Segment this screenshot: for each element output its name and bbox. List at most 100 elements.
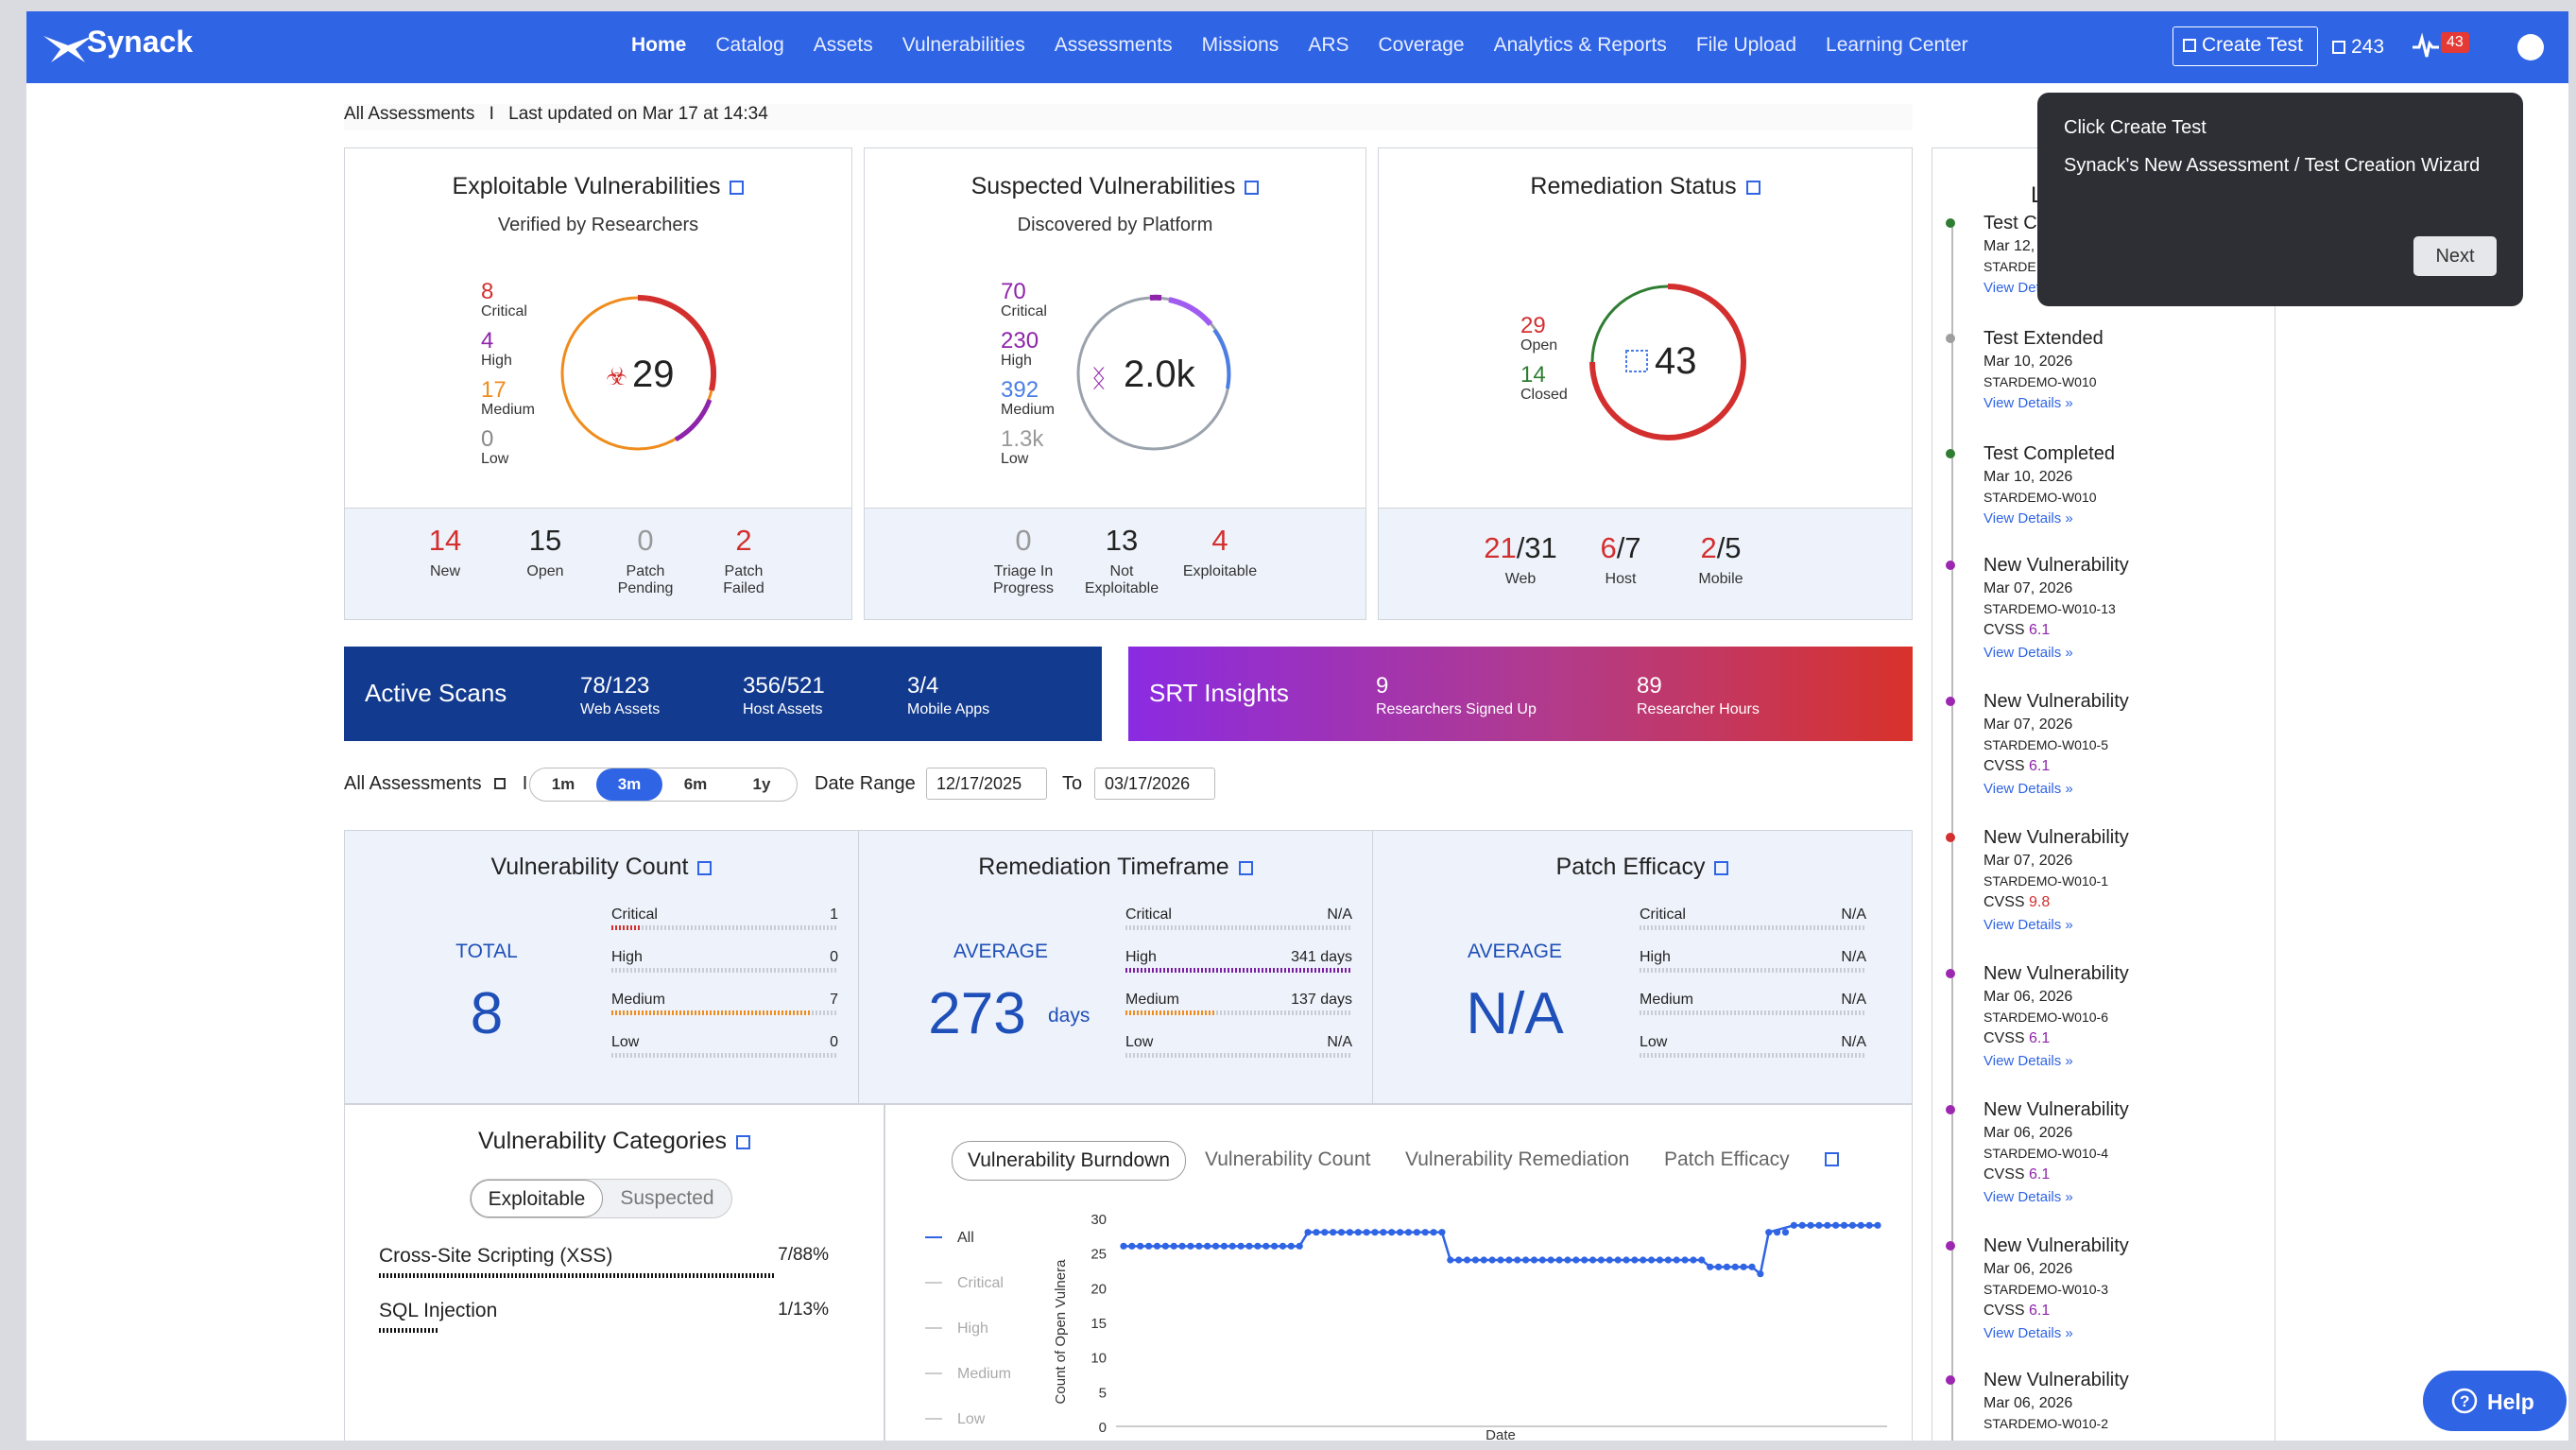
timeline-item[interactable]: Test C Mar 12, STARDE View Details » xyxy=(1946,213,2267,296)
filter-scope[interactable]: All Assessments xyxy=(344,773,482,794)
timeline-item[interactable]: New Vulnerability Mar 07, 2026 STARDEMO-W0… xyxy=(1946,691,2267,797)
data-point xyxy=(1455,1256,1463,1264)
legend-item: Critical xyxy=(957,1275,1004,1291)
nav-file-upload[interactable]: File Upload xyxy=(1695,34,1797,56)
nav-ars[interactable]: ARS xyxy=(1308,34,1349,56)
active-scans-banner[interactable]: Active Scans 78/123 Web Assets 356/521 H… xyxy=(344,647,1102,741)
timeline-item[interactable]: New Vulnerability Mar 06, 2026 STARDEMO-W0… xyxy=(1946,1099,2267,1205)
tab-suspected[interactable]: Suspected xyxy=(620,1187,714,1209)
date-to-input[interactable]: 03/17/2026 xyxy=(1094,768,1215,800)
stat-host[interactable]: 6/7 Host xyxy=(1573,531,1668,588)
cvss-label: CVSS xyxy=(1984,758,2025,774)
help-button[interactable]: ? Help xyxy=(2423,1371,2567,1431)
stat-open[interactable]: 15 Open xyxy=(498,524,592,580)
tab-burndown[interactable]: Vulnerability Burndown xyxy=(952,1141,1187,1181)
stat-patch-failed[interactable]: 2 Patch Failed xyxy=(696,524,791,596)
burndown-chart: 051015202530Dec 29Jan 21Feb 13Mar 8DateC… xyxy=(925,1212,1887,1441)
view-details-link[interactable]: View Details » xyxy=(1984,645,2073,661)
activity-pulse-icon[interactable] xyxy=(2412,32,2440,60)
user-avatar[interactable] xyxy=(2517,34,2544,60)
nav-assets[interactable]: Assets xyxy=(813,34,873,56)
timeline-item[interactable]: Test Completed Mar 10, 2026 STARDEMO-W010 V… xyxy=(1946,443,2267,526)
patch-caption: AVERAGE xyxy=(1468,941,1562,962)
view-details-link[interactable]: View Details » xyxy=(1984,1053,2073,1069)
nav-vulnerabilities[interactable]: Vulnerabilities xyxy=(902,34,1025,56)
brand-name[interactable]: Synack xyxy=(87,25,194,59)
scope-label[interactable]: All Assessments xyxy=(344,104,475,124)
category-row[interactable]: SQL Injection 1/13% xyxy=(379,1300,829,1333)
info-square-icon[interactable] xyxy=(736,1135,751,1149)
bar-label: Critical xyxy=(611,906,658,923)
tab-vuln-count[interactable]: Vulnerability Count xyxy=(1205,1148,1371,1170)
synack-logo-icon[interactable] xyxy=(40,28,96,70)
range-1y[interactable]: 1y xyxy=(752,775,771,793)
stat-mobile[interactable]: 2/5 Mobile xyxy=(1674,531,1768,588)
stat-exploitable[interactable]: 4 Exploitable xyxy=(1173,524,1267,580)
cvss-score: 6.1 xyxy=(2029,1166,2051,1182)
timeline-item[interactable]: New Vulnerability Mar 06, 2026 STARDEMO-W0… xyxy=(1946,1235,2267,1341)
rem-time-caption: AVERAGE xyxy=(953,941,1048,962)
tab-patch-efficacy[interactable]: Patch Efficacy xyxy=(1664,1148,1790,1170)
info-square-icon[interactable] xyxy=(1745,181,1760,195)
date-from-input[interactable]: 12/17/2025 xyxy=(926,768,1047,800)
category-row[interactable]: Cross-Site Scripting (XSS) 7/88% xyxy=(379,1245,829,1278)
timeline-item[interactable]: New Vulnerability Mar 07, 2026 STARDEMO-W0… xyxy=(1946,555,2267,661)
tab-exploitable[interactable]: Exploitable xyxy=(471,1180,603,1217)
range-1m[interactable]: 1m xyxy=(551,775,575,793)
timeline-item[interactable]: New Vulnerability Mar 07, 2026 STARDEMO-W0… xyxy=(1946,827,2267,933)
date-to-label: To xyxy=(1062,773,1083,794)
checkbox-icon[interactable] xyxy=(494,778,507,789)
data-point xyxy=(1707,1263,1714,1270)
nav-missions[interactable]: Missions xyxy=(1201,34,1279,56)
view-details-link[interactable]: View Details » xyxy=(1984,395,2073,411)
tooltip-next-button[interactable]: Next xyxy=(2413,236,2497,276)
timeline-item[interactable]: Test Extended Mar 10, 2026 STARDEMO-W010 Vi… xyxy=(1946,328,2267,411)
nav-coverage[interactable]: Coverage xyxy=(1378,34,1465,56)
view-details-link[interactable]: View Details » xyxy=(1984,781,2073,797)
srt-insights-banner[interactable]: SRT Insights 9 Researchers Signed Up 89 … xyxy=(1128,647,1913,741)
timeline-item[interactable]: New Vulnerability Mar 06, 2026 STARDEMO-W0… xyxy=(1946,963,2267,1069)
timeline-item[interactable]: New Vulnerability Mar 06, 2026 STARDEMO-W0… xyxy=(1946,1370,2267,1431)
view-details-link[interactable]: View Details » xyxy=(1984,917,2073,933)
range-3m[interactable]: 3m xyxy=(596,768,662,801)
info-square-icon[interactable] xyxy=(1714,861,1729,875)
info-square-icon[interactable] xyxy=(1825,1152,1839,1166)
timeline-event: Test C xyxy=(1984,213,2037,233)
info-square-icon[interactable] xyxy=(730,181,745,195)
nav-assessments[interactable]: Assessments xyxy=(1054,34,1173,56)
data-point xyxy=(1597,1256,1605,1264)
help-label: Help xyxy=(2487,1390,2534,1414)
data-point xyxy=(1807,1221,1814,1229)
missions-count[interactable]: 243 xyxy=(2332,36,2384,59)
bar-low: Low N/A xyxy=(1640,1034,1866,1077)
patch-efficacy-card: Patch Efficacy AVERAGE N/A Critical N/A H… xyxy=(1372,830,1913,1104)
data-point xyxy=(1170,1242,1177,1250)
data-point xyxy=(1631,1256,1639,1264)
data-point xyxy=(1245,1242,1253,1250)
stat-patch-pending[interactable]: 0 Patch Pending xyxy=(598,524,693,596)
sus-high-count: 230 xyxy=(1001,328,1039,354)
nav-home[interactable]: Home xyxy=(631,34,687,56)
view-details-link[interactable]: View Details » xyxy=(1984,1189,2073,1205)
nav-catalog[interactable]: Catalog xyxy=(715,34,784,56)
info-square-icon[interactable] xyxy=(1245,181,1260,195)
filter-separator: I xyxy=(522,773,528,794)
info-square-icon[interactable] xyxy=(1238,861,1253,875)
stat-web[interactable]: 21/31 Web xyxy=(1473,531,1568,588)
nav-learning-center[interactable]: Learning Center xyxy=(1826,34,1968,56)
data-point xyxy=(1237,1242,1245,1250)
alerts-badge[interactable]: 43 xyxy=(2441,32,2469,53)
range-6m[interactable]: 6m xyxy=(683,775,708,793)
timeline-date: Mar 10, 2026 xyxy=(1984,354,2073,370)
stat-triage[interactable]: 0 Triage In Progress xyxy=(976,524,1071,596)
tab-vuln-remediation[interactable]: Vulnerability Remediation xyxy=(1405,1148,1630,1170)
view-details-link[interactable]: View Details » xyxy=(1984,510,2073,526)
create-test-button[interactable]: Create Test xyxy=(2172,26,2318,66)
view-details-link[interactable]: View Details » xyxy=(1984,1325,2073,1341)
info-square-icon[interactable] xyxy=(697,861,713,875)
stat-new[interactable]: 14 New xyxy=(398,524,492,580)
stat-not-exploitable[interactable]: 13 Not Exploitable xyxy=(1074,524,1169,596)
nav-analytics[interactable]: Analytics & Reports xyxy=(1493,34,1667,56)
data-point xyxy=(1220,1242,1228,1250)
